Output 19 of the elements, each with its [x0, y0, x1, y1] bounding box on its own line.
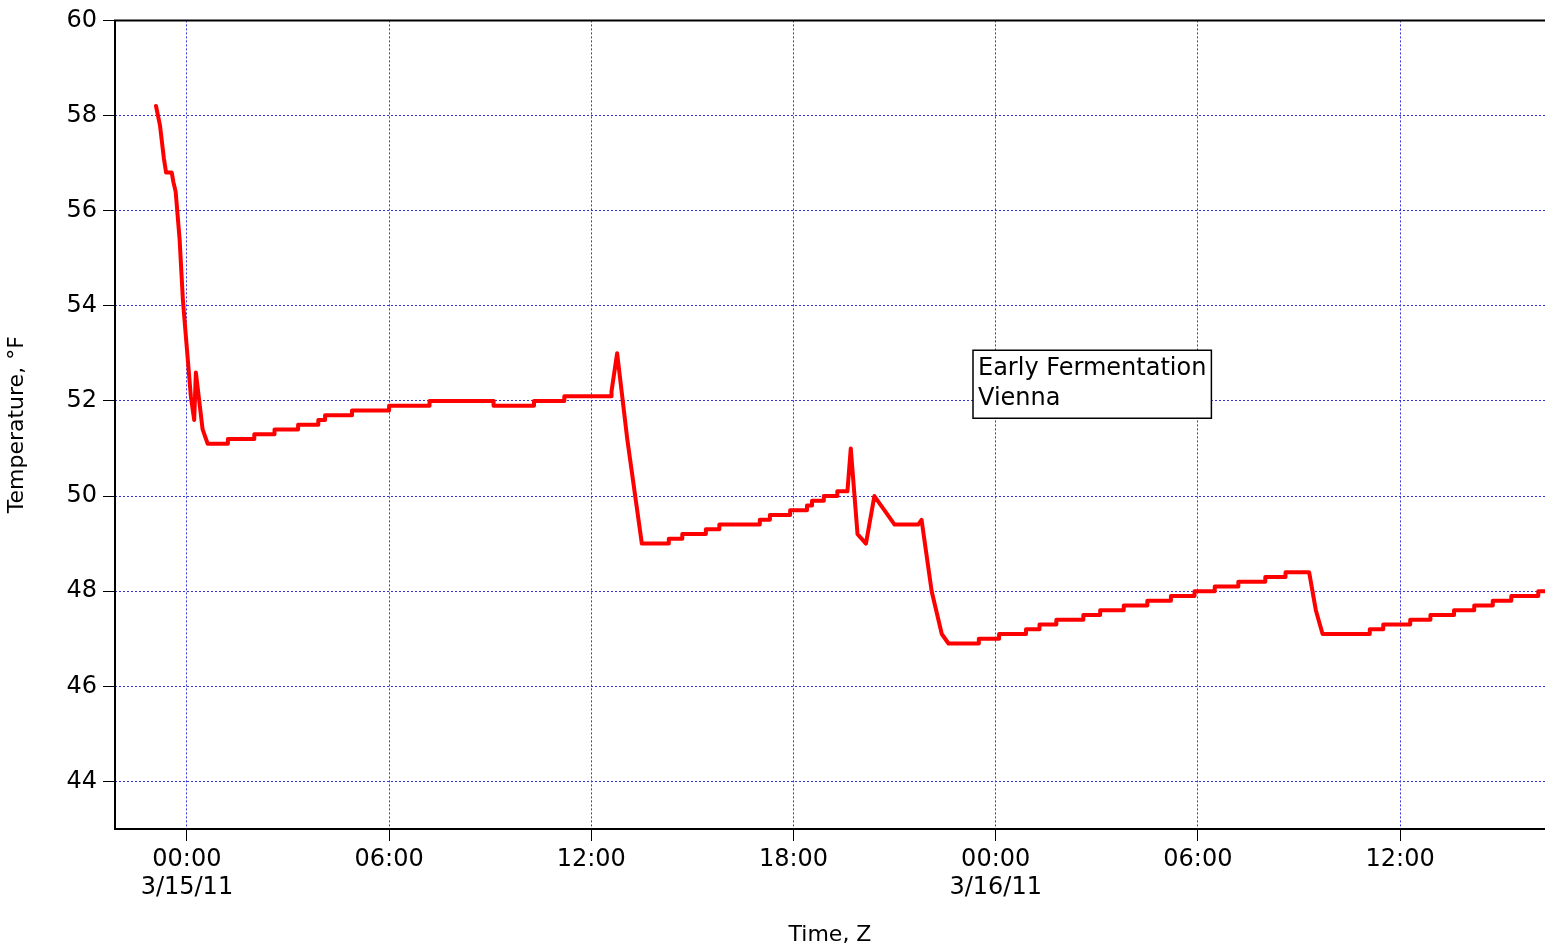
- x-tick-label: 00:00 3/15/11: [140, 843, 234, 901]
- y-tick-label: 58: [66, 99, 97, 128]
- y-tick-label: 44: [66, 765, 97, 794]
- x-tick-label: 12:00: [1365, 843, 1435, 872]
- x-tick-label: 18:00: [758, 843, 829, 872]
- x-axis-title: Time, Z: [787, 920, 872, 946]
- y-tick-label: 54: [66, 290, 97, 319]
- y-tick-label: 52: [66, 385, 97, 414]
- y-tick-label: 56: [66, 194, 97, 223]
- x-tick-label: 00:00 3/16/11: [949, 843, 1042, 901]
- y-tick-label: 60: [66, 4, 97, 33]
- annotation: Early Fermentation Vienna: [978, 352, 1207, 411]
- x-tick-label: 06:00: [1163, 843, 1233, 872]
- x-tick-label: 12:00: [556, 843, 626, 872]
- y-axis-title: Temperature, °F: [2, 336, 28, 515]
- y-tick-label: 48: [66, 575, 97, 604]
- y-tick-label: 46: [66, 670, 97, 699]
- x-tick-label: 06:00: [354, 843, 424, 872]
- y-tick-label: 50: [66, 480, 97, 509]
